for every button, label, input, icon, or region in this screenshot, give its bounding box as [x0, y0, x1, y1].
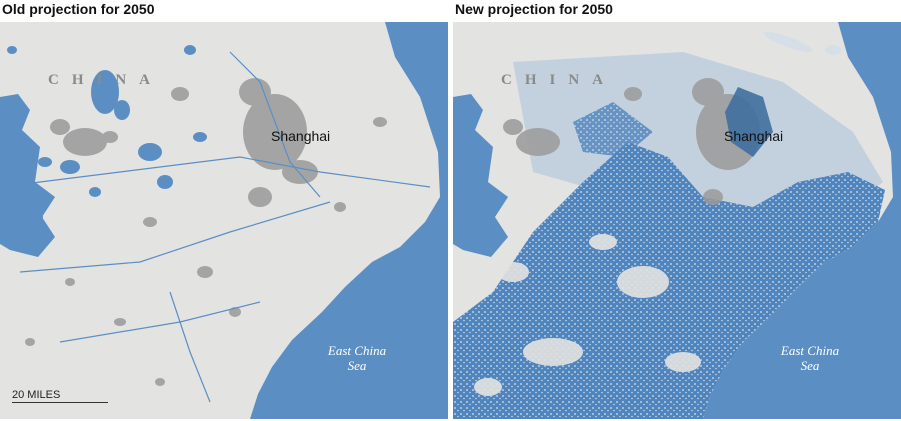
city-flood — [725, 87, 773, 157]
urban-areas — [25, 78, 387, 386]
old-projection-title: Old projection for 2050 — [2, 1, 155, 17]
new-projection-panel: New projection for 2050 — [453, 0, 901, 421]
city-label-shanghai: Shanghai — [724, 128, 784, 144]
old-projection-panel: Old projection for 2050 — [0, 0, 448, 421]
scale-line — [12, 402, 108, 403]
scale-bar: 20 MILES — [12, 389, 108, 403]
rivers — [0, 51, 431, 403]
country-label: CHINA — [501, 72, 617, 88]
old-projection-map: CHINA Shanghai East China Sea 20 MILES — [0, 22, 448, 419]
lakes — [7, 45, 207, 222]
sea-label-line2: Sea — [800, 358, 820, 373]
old-map-graphic — [0, 22, 440, 419]
sea-label-line1: East China — [780, 343, 840, 358]
city-label-shanghai: Shanghai — [271, 128, 331, 144]
country-label: CHINA — [48, 72, 164, 88]
sea-label-line1: East China — [327, 343, 387, 358]
scale-label: 20 MILES — [12, 389, 61, 401]
new-projection-title: New projection for 2050 — [455, 1, 613, 17]
land-mass — [0, 22, 440, 419]
sea-label: East China Sea — [755, 343, 865, 373]
new-projection-map: CHINA Shanghai East China Sea — [453, 22, 901, 419]
sea-label: East China Sea — [302, 343, 412, 373]
western-bay — [453, 94, 508, 257]
new-map-graphic — [453, 22, 893, 419]
sea-label-line2: Sea — [347, 358, 367, 373]
dry-patches — [474, 234, 701, 396]
